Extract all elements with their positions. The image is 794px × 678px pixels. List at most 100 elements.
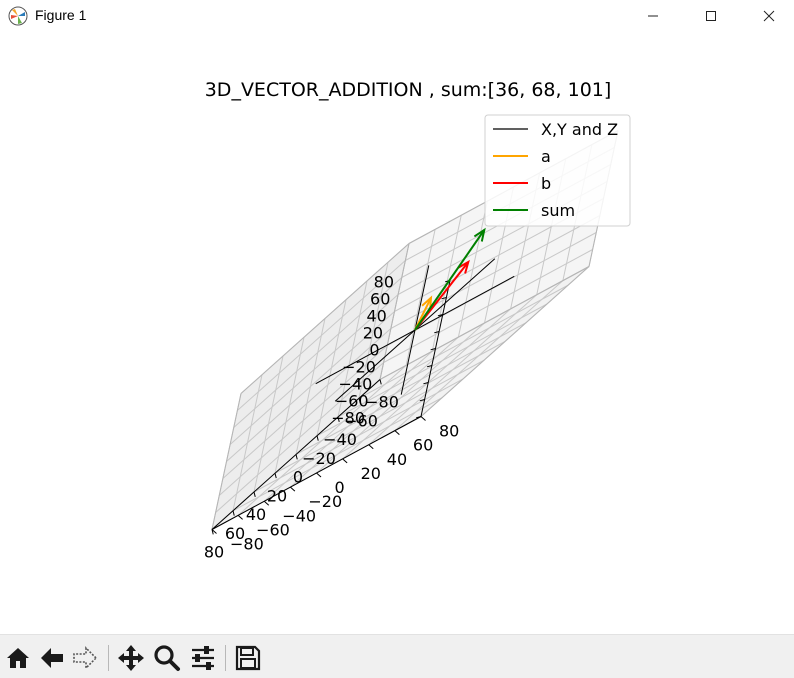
configure-subplots-button[interactable] <box>188 643 218 673</box>
tick-mark <box>337 416 340 422</box>
y-tick-label: −20 <box>308 492 342 511</box>
tick-mark <box>342 458 348 464</box>
tick-mark <box>423 382 429 385</box>
tick-mark <box>437 314 443 317</box>
toolbar-separator <box>225 645 226 671</box>
grid-line <box>233 277 403 428</box>
z-tick-label: −20 <box>342 358 376 377</box>
grid-line <box>232 374 263 511</box>
tick-mark <box>290 486 296 492</box>
tick-mark <box>253 491 256 497</box>
z-tick-label: −40 <box>339 375 373 394</box>
3d-vector-plot[interactable]: 3D_VECTOR_ADDITION , sum:[36, 68, 101] −… <box>0 32 794 634</box>
window-title: Figure 1 <box>35 7 87 23</box>
tick-mark <box>237 514 243 520</box>
tick-mark <box>316 472 322 478</box>
z-tick-label: 80 <box>374 273 394 292</box>
pan-icon <box>118 645 144 671</box>
tick-mark <box>358 398 361 404</box>
z-tick-label: −80 <box>331 409 365 428</box>
figure-canvas[interactable]: 3D_VECTOR_ADDITION , sum:[36, 68, 101] −… <box>0 32 794 634</box>
y-tick-label: 20 <box>361 464 381 483</box>
sliders-icon <box>192 646 214 670</box>
tick-mark <box>416 416 422 419</box>
vector-sum <box>414 229 486 331</box>
legend-box <box>484 114 631 227</box>
x-tick-label: 0 <box>293 468 303 487</box>
y-tick-label: −40 <box>282 506 316 525</box>
grid-line <box>368 294 538 446</box>
tick-mark <box>379 379 382 385</box>
grid-line <box>232 397 443 512</box>
z-tick-label: 40 <box>366 307 386 326</box>
grid-line <box>253 378 464 493</box>
y-tick-label: −80 <box>230 535 264 554</box>
grid-line <box>342 308 511 460</box>
tick-mark <box>426 365 433 368</box>
pane-edge <box>240 243 410 394</box>
z-tick-label: 0 <box>369 341 379 360</box>
tick-mark <box>430 348 436 351</box>
maximize-button[interactable] <box>682 0 740 32</box>
vector-sum-head <box>473 227 486 242</box>
x-tick-label: 20 <box>267 486 287 505</box>
back-arrow-icon <box>41 648 63 668</box>
close-button[interactable] <box>740 0 794 32</box>
tick-mark <box>211 529 217 534</box>
x-tick-label: −40 <box>323 430 357 449</box>
legend-label: a <box>541 147 551 166</box>
pane-edge <box>420 266 590 417</box>
x-tick-label: −80 <box>365 393 399 412</box>
x-tick-label: 40 <box>246 505 266 524</box>
z-tick-label: −60 <box>335 392 369 411</box>
vector-b-head <box>457 259 470 274</box>
navigation-toolbar <box>0 634 794 678</box>
tick-mark <box>274 473 277 479</box>
home-icon <box>7 648 29 668</box>
grid-line <box>226 311 395 462</box>
tick-mark <box>263 500 270 506</box>
grid-line <box>237 260 406 411</box>
window-titlebar[interactable]: Figure 1 <box>0 0 794 32</box>
forward-button[interactable] <box>70 643 100 673</box>
back-button[interactable] <box>37 643 67 673</box>
maximize-icon <box>706 11 716 21</box>
y-tick-label: 80 <box>439 422 459 441</box>
grid-line <box>316 322 485 474</box>
minimize-icon <box>648 15 658 17</box>
tick-mark <box>420 416 426 421</box>
tick-mark <box>316 435 319 441</box>
y-tick-label: 40 <box>387 450 407 469</box>
pane-edge <box>211 393 242 530</box>
tick-mark <box>419 399 425 402</box>
legend-label: X,Y and Z <box>541 120 618 139</box>
zoom-button[interactable] <box>152 643 182 673</box>
matplotlib-icon <box>8 6 28 26</box>
close-icon <box>763 10 775 22</box>
x-tick-label: 80 <box>204 543 224 562</box>
vector-a-head <box>421 295 433 310</box>
tick-mark <box>394 430 400 435</box>
pan-button[interactable] <box>116 643 146 673</box>
x-tick-label: 60 <box>225 524 245 543</box>
grid-line <box>253 355 284 493</box>
home-button[interactable] <box>3 643 33 673</box>
y-tick-label: −60 <box>256 520 290 539</box>
save-button[interactable] <box>233 643 263 673</box>
tick-mark <box>441 297 447 300</box>
y-tick-label: 0 <box>335 478 345 497</box>
forward-arrow-icon <box>73 646 98 670</box>
legend-label: b <box>541 174 551 193</box>
figure-title: 3D_VECTOR_ADDITION , sum:[36, 68, 101] <box>205 79 612 101</box>
z-tick-label: 60 <box>370 290 390 309</box>
minimize-button[interactable] <box>624 0 682 32</box>
grid-line <box>274 359 485 474</box>
save-icon <box>235 645 261 671</box>
grid-line <box>229 294 399 445</box>
legend-label: sum <box>541 201 575 220</box>
tick-mark <box>232 510 235 516</box>
tick-mark <box>295 454 298 460</box>
x-tick-label: −60 <box>344 411 378 430</box>
x-tick-label: −20 <box>302 449 336 468</box>
pane-edge <box>379 266 590 380</box>
